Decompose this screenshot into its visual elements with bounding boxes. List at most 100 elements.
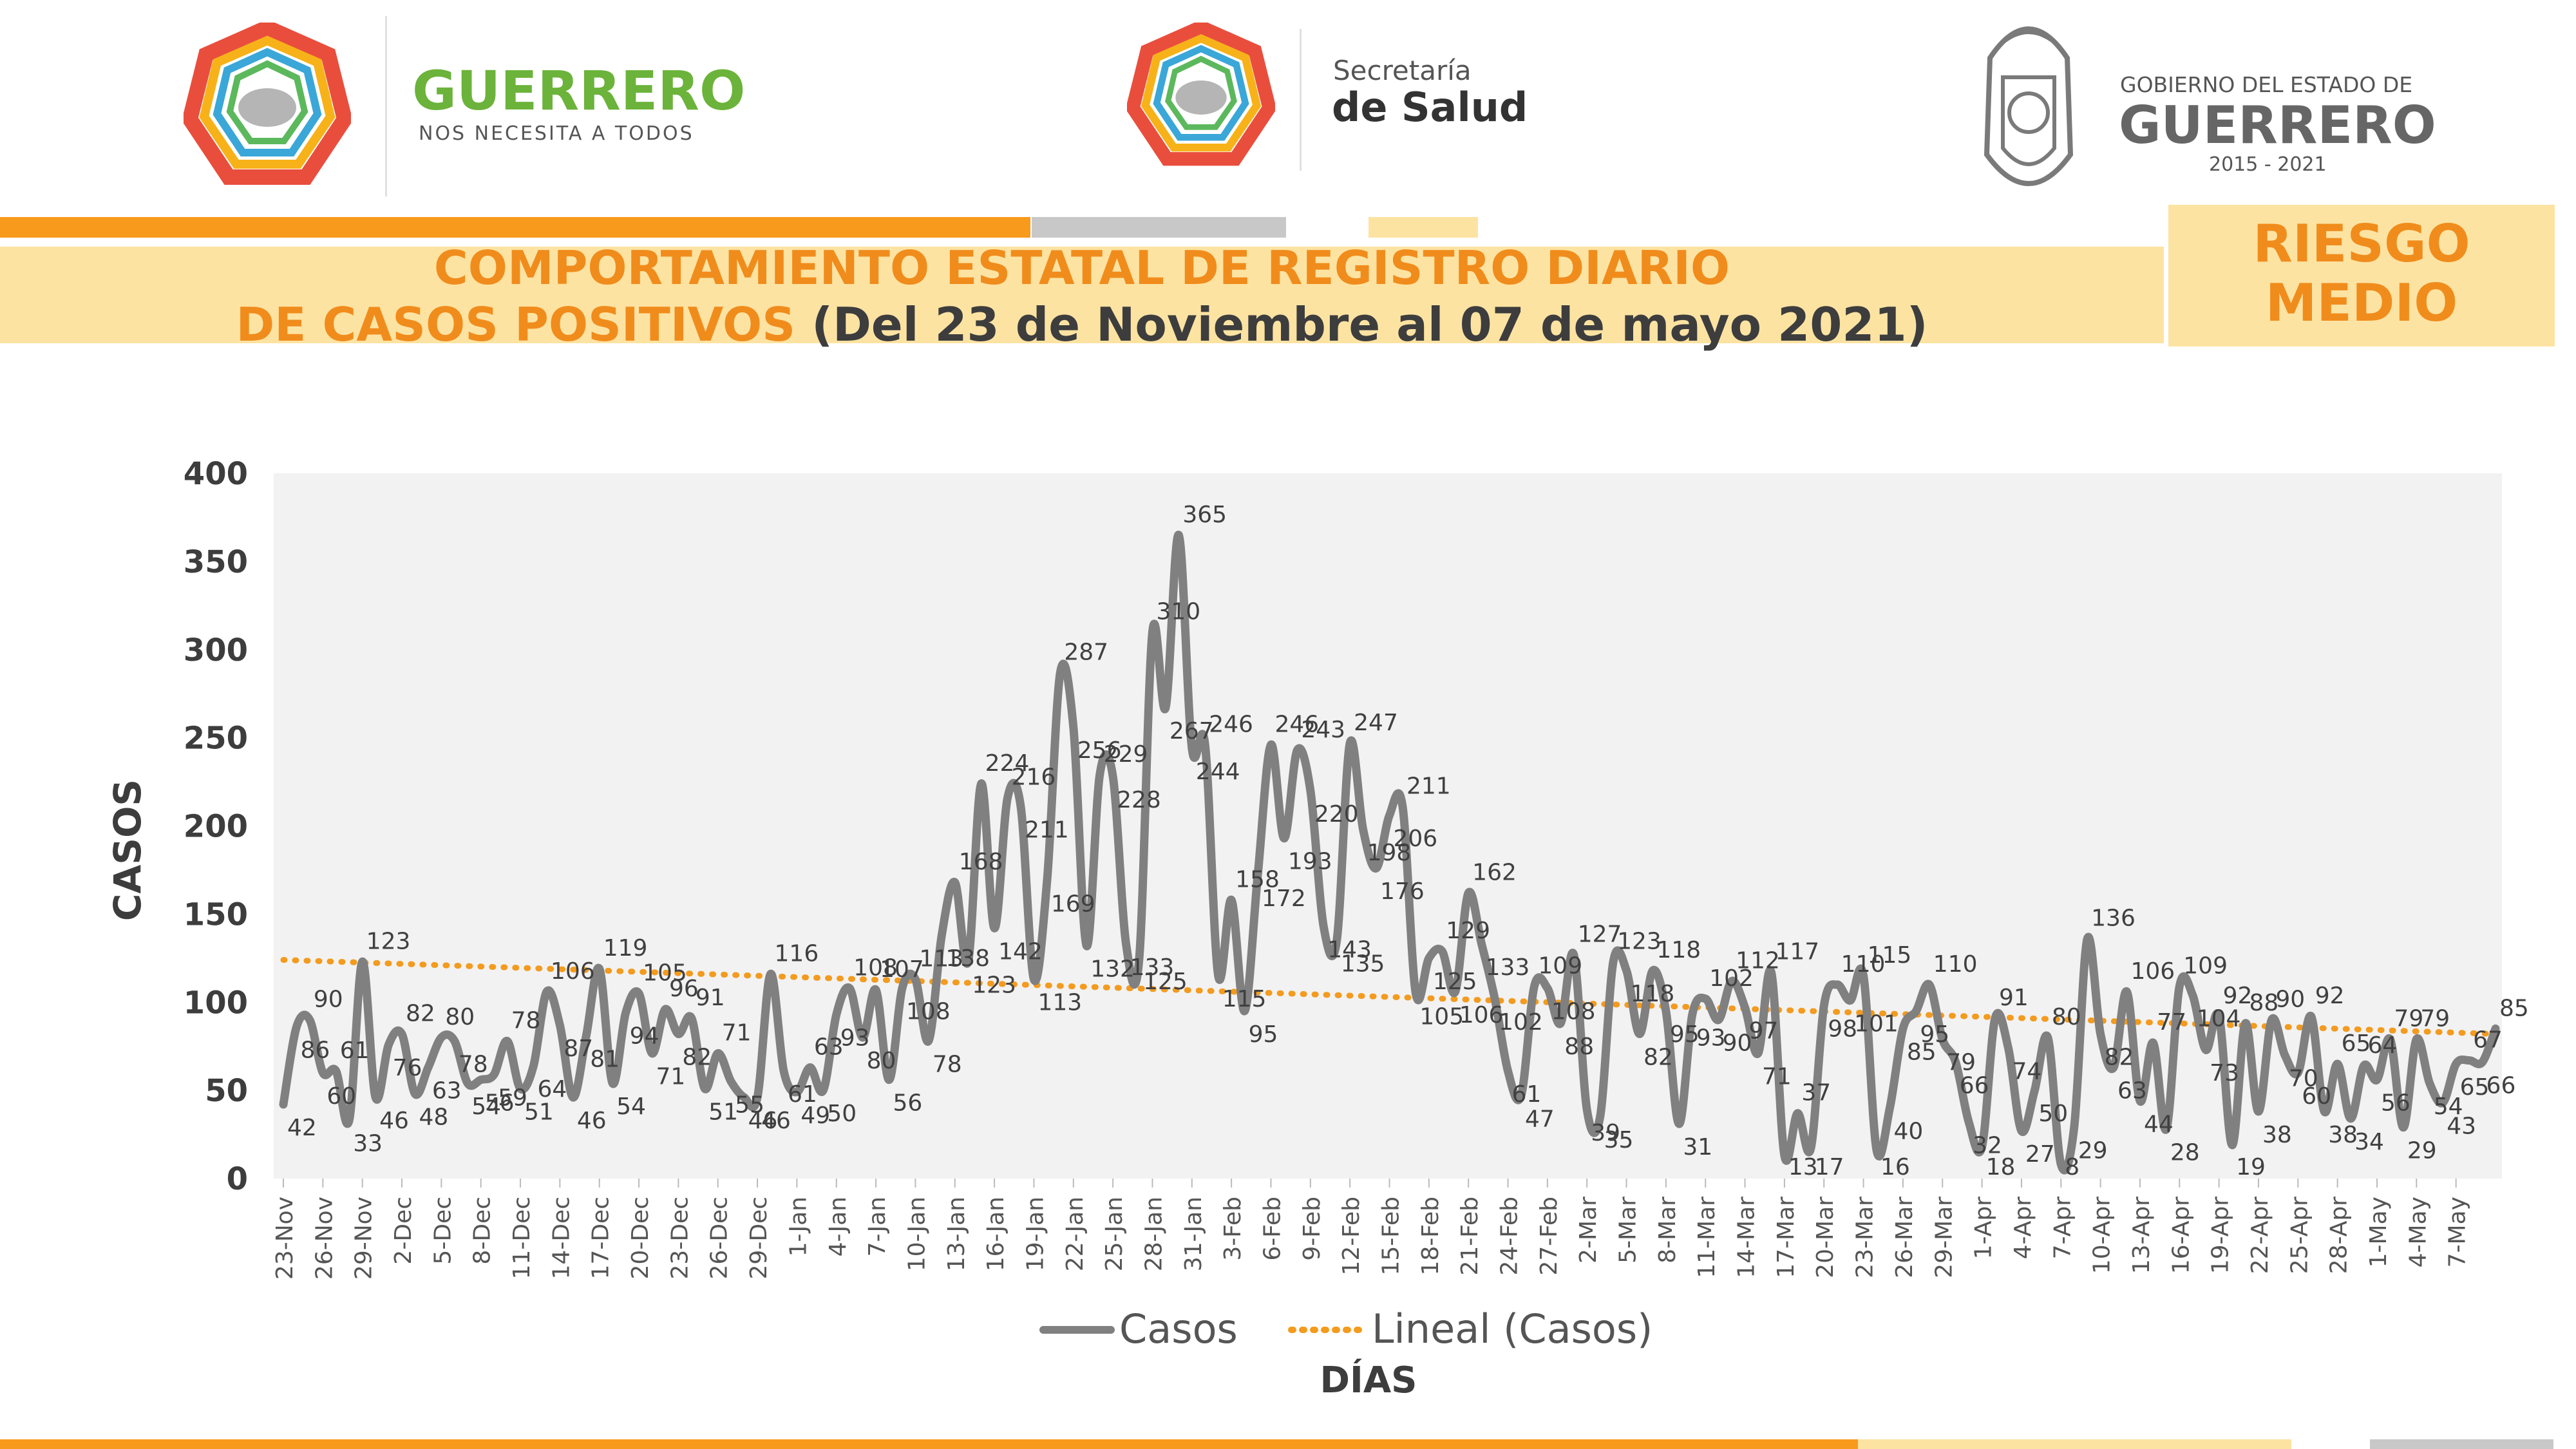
- data-label-62: 229: [1104, 741, 1148, 768]
- x-tick-label-7: 14-Dec: [548, 1197, 574, 1279]
- data-label-43: 108: [853, 954, 898, 981]
- chart-title-line1: COMPORTAMIENTO ESTATAL DE REGISTRO DIARI…: [433, 241, 1730, 295]
- data-label-88: 129: [1446, 918, 1490, 944]
- data-label-64: 133: [1130, 954, 1175, 981]
- x-tick-label-1: 26-Nov: [311, 1197, 337, 1280]
- chart-title-line2a: DE CASOS POSITIVOS: [236, 298, 796, 352]
- data-label-111: 97: [1749, 1018, 1779, 1044]
- data-label-3: 60: [327, 1083, 356, 1110]
- data-label-126: 79: [1946, 1050, 1976, 1076]
- x-tick-label-33: 2-Mar: [1575, 1197, 1602, 1264]
- data-label-50: 138: [945, 945, 990, 972]
- data-label-139: 63: [2117, 1078, 2147, 1104]
- data-label-135: 8: [2065, 1154, 2079, 1180]
- risk-box: [2168, 205, 2555, 346]
- y-tick-0: 0: [227, 1161, 248, 1197]
- x-tick-label-51: 25-Apr: [2286, 1197, 2313, 1274]
- data-label-72: 158: [1235, 866, 1280, 893]
- data-label-76: 193: [1288, 849, 1332, 875]
- data-label-11: 63: [432, 1078, 462, 1104]
- data-label-30: 82: [682, 1045, 712, 1071]
- x-tick-label-9: 20-Dec: [627, 1197, 654, 1279]
- data-label-121: 16: [1880, 1154, 1910, 1180]
- data-label-133: 50: [2038, 1101, 2068, 1127]
- x-tick-label-48: 16-Apr: [2168, 1197, 2194, 1274]
- data-label-56: 211: [1025, 817, 1069, 843]
- x-tick-label-2: 29-Nov: [351, 1197, 377, 1280]
- data-label-67: 267: [1170, 718, 1214, 744]
- data-label-116: 17: [1815, 1154, 1844, 1180]
- data-label-164: 43: [2447, 1113, 2476, 1139]
- data-label-70: 246: [1209, 712, 1253, 738]
- x-axis: 23-Nov 26-Nov 29-Nov 2-Dec 5-Dec 8-Dec 11-Dec 1…: [272, 1179, 2471, 1280]
- trendline: [280, 957, 2499, 1037]
- x-tick-label-8: 17-Dec: [588, 1197, 614, 1279]
- data-label-157: 34: [2354, 1129, 2384, 1155]
- data-label-42: 93: [840, 1025, 870, 1051]
- data-label-122: 40: [1893, 1119, 1923, 1145]
- data-label-10: 48: [419, 1104, 448, 1131]
- data-label-130: 91: [1999, 985, 2029, 1011]
- data-label-141: 44: [2144, 1112, 2174, 1138]
- data-label-149: 88: [2249, 990, 2279, 1016]
- data-label-140: 106: [2131, 958, 2175, 985]
- x-tick-label-52: 28-Apr: [2326, 1197, 2353, 1274]
- data-label-128: 32: [1973, 1132, 2002, 1159]
- data-label-44: 80: [867, 1048, 896, 1074]
- logo1-title: GUERRERO: [412, 59, 746, 122]
- x-tick-label-21: 25-Jan: [1101, 1197, 1128, 1271]
- data-label-137: 136: [2091, 905, 2136, 932]
- data-label-29: 96: [669, 976, 699, 1002]
- data-label-39: 49: [800, 1103, 830, 1129]
- logo3-line1: GOBIERNO DEL ESTADO DE: [2120, 72, 2413, 97]
- data-label-49: 78: [933, 1051, 962, 1077]
- data-label-93: 61: [1512, 1081, 1542, 1108]
- data-label-155: 38: [2328, 1122, 2358, 1148]
- data-label-0: 42: [287, 1115, 317, 1141]
- data-label-37: 116: [775, 940, 819, 967]
- logo2-line2: de Salud: [1332, 84, 1528, 131]
- logo-divider-1: [385, 16, 387, 196]
- risk-line1: RIESGO: [2253, 214, 2470, 274]
- data-label-100: 35: [1604, 1127, 1634, 1153]
- x-tick-label-3: 2-Dec: [390, 1197, 417, 1265]
- data-label-118: 110: [1841, 951, 1886, 978]
- x-tick-label-38: 17-Mar: [1773, 1197, 1799, 1278]
- data-label-114: 13: [1788, 1154, 1818, 1180]
- data-label-75: 246: [1274, 712, 1319, 738]
- x-tick-label-11: 26-Dec: [706, 1197, 733, 1279]
- data-label-99: 39: [1591, 1120, 1620, 1146]
- x-tick-label-36: 11-Mar: [1694, 1197, 1720, 1278]
- data-label-127: 66: [1960, 1072, 1989, 1099]
- data-label-7: 46: [379, 1108, 409, 1134]
- bottom-orange-bar: [0, 1439, 1858, 1449]
- x-tick-label-30: 21-Feb: [1457, 1197, 1483, 1276]
- y-tick-5: 250: [184, 721, 248, 757]
- data-label-31: 91: [696, 985, 725, 1011]
- data-label-153: 60: [2302, 1083, 2331, 1110]
- x-tick-label-10: 23-Dec: [667, 1197, 693, 1279]
- top-light-bar: [1368, 217, 1478, 238]
- x-tick-label-19: 19-Jan: [1022, 1197, 1048, 1271]
- data-label-59: 287: [1064, 639, 1108, 665]
- data-label-41: 50: [827, 1101, 857, 1127]
- x-tick-label-43: 1-Apr: [1971, 1197, 1997, 1260]
- x-tick-label-16: 10-Jan: [904, 1197, 930, 1271]
- data-label-105: 95: [1670, 1021, 1700, 1048]
- data-label-92: 102: [1499, 1009, 1543, 1036]
- data-label-15: 56: [485, 1090, 515, 1117]
- x-tick-label-28: 15-Feb: [1378, 1197, 1405, 1276]
- data-label-20: 106: [551, 958, 595, 985]
- y-tick-3: 150: [184, 896, 248, 933]
- data-label-131: 74: [2012, 1058, 2041, 1084]
- data-label-35: 46: [748, 1108, 778, 1134]
- data-label-110: 112: [1736, 947, 1780, 974]
- data-label-123: 85: [1907, 1039, 1937, 1065]
- data-label-23: 81: [590, 1046, 620, 1072]
- data-label-152: 70: [2289, 1065, 2318, 1092]
- state-seal-icon: [1984, 26, 2074, 186]
- x-tick-label-54: 4-May: [2405, 1197, 2431, 1267]
- data-label-73: 95: [1249, 1021, 1278, 1048]
- x-tick-label-34: 5-Mar: [1615, 1197, 1642, 1264]
- data-label-102: 118: [1631, 981, 1675, 1007]
